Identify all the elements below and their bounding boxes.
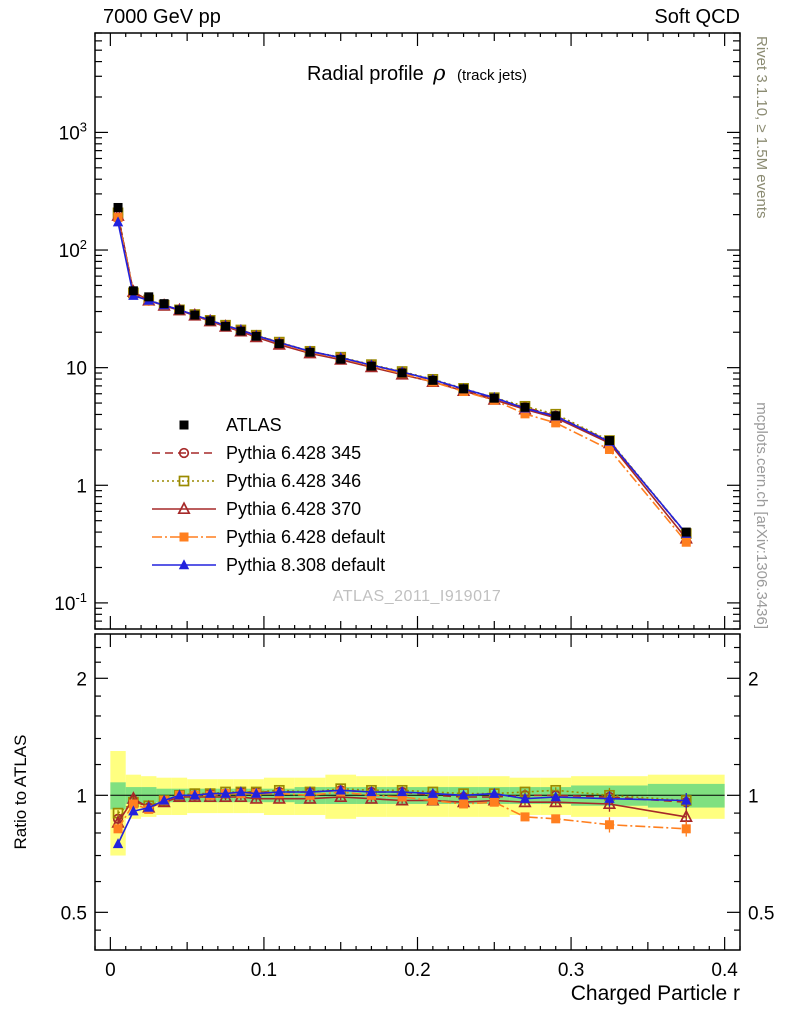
ratio-y-tick-label-right: 1 bbox=[748, 786, 759, 807]
x-tick-label: 0.4 bbox=[711, 960, 738, 981]
uncertainty-bands bbox=[110, 751, 725, 856]
legend-item-pythia-6-428-370: Pythia 6.428 370 bbox=[152, 499, 361, 519]
x-tick-label: 0.3 bbox=[558, 960, 584, 981]
x-axis-label: Charged Particle r bbox=[571, 982, 740, 1005]
ratio-y-tick-label-left: 0.5 bbox=[61, 903, 87, 924]
main-y-tick-label: 102 bbox=[59, 237, 87, 262]
green-band-bin bbox=[110, 782, 126, 810]
ratio-y-tick-label-left: 2 bbox=[76, 669, 87, 690]
mcplots-arxiv-label: mcplots.cern.ch [arXiv:1306.3436] bbox=[753, 402, 770, 629]
main-y-tick-label: 1 bbox=[76, 476, 87, 497]
legend-label: Pythia 6.428 346 bbox=[226, 471, 361, 491]
legend-item-pythia-6-428-346: Pythia 6.428 346 bbox=[152, 471, 361, 491]
legend-item-pythia-6-428-345: Pythia 6.428 345 bbox=[152, 443, 361, 463]
beam-energy-label: 7000 GeV pp bbox=[103, 6, 221, 28]
legend: ATLAS Pythia 6.428 345 Pythia 6.428 346 Pyt… bbox=[152, 415, 385, 575]
chart-layers: 0 0.1 0.2 0.3 0.4 10-1 1 10 102 103 0.5 0.5 1 1 2 2 ATLA… bbox=[54, 32, 774, 981]
legend-label: Pythia 8.308 default bbox=[226, 555, 385, 575]
x-tick-label: 0 bbox=[105, 960, 116, 981]
plot-title-suffix: (track jets) bbox=[457, 67, 527, 84]
ratio-y-tick-label-right: 2 bbox=[748, 669, 759, 690]
plot-title: Radial profile ρ (track jets) bbox=[307, 61, 527, 85]
legend-item-pythia-6-428-default: Pythia 6.428 default bbox=[152, 527, 385, 547]
main-panel-frame bbox=[94, 32, 741, 630]
rivet-version-label: Rivet 3.1.10, ≥ 1.5M events bbox=[753, 36, 770, 219]
x-tick-label: 0.2 bbox=[404, 960, 430, 981]
main-y-tick-label: 10 bbox=[66, 359, 87, 380]
main-y-tick-label: 10-1 bbox=[54, 590, 87, 615]
legend-item-pythia-8-308-default: Pythia 8.308 default bbox=[152, 555, 385, 575]
plot-title-main: Radial profile bbox=[307, 63, 424, 85]
tick-labels: 0 0.1 0.2 0.3 0.4 10-1 1 10 102 103 0.5 0.5 1 1 2 2 bbox=[54, 119, 774, 981]
ratio-y-tick-label-left: 1 bbox=[76, 786, 87, 807]
axis-ticks bbox=[94, 32, 741, 950]
x-tick-label: 0.1 bbox=[251, 960, 277, 981]
main-series-atlas bbox=[113, 202, 691, 537]
process-group-label: Soft QCD bbox=[654, 6, 740, 28]
analysis-watermark: ATLAS_2011_I919017 bbox=[333, 588, 502, 605]
ratio-y-axis-label: Ratio to ATLAS bbox=[11, 735, 30, 850]
legend-label: Pythia 6.428 370 bbox=[226, 499, 361, 519]
legend-label: ATLAS bbox=[226, 415, 282, 435]
main-series-pythia-6-428-default bbox=[113, 213, 691, 547]
legend-label: Pythia 6.428 345 bbox=[226, 443, 361, 463]
main-y-tick-label: 103 bbox=[59, 119, 87, 144]
legend-label: Pythia 6.428 default bbox=[226, 527, 385, 547]
plot-title-rho-symbol: ρ bbox=[432, 61, 446, 85]
ratio-y-tick-label-right: 0.5 bbox=[748, 903, 774, 924]
ratio-series-pythia-8-308-default bbox=[112, 784, 692, 849]
legend-item-atlas: ATLAS bbox=[179, 415, 282, 435]
